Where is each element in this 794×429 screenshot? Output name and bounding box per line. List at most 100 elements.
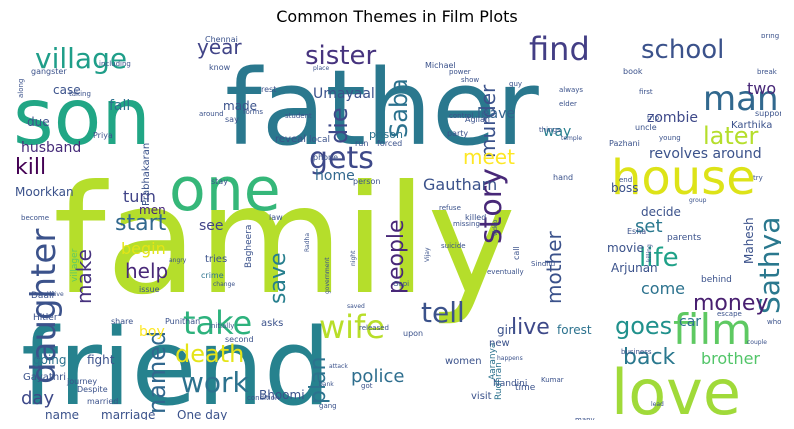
word-village: village: [35, 42, 127, 75]
word-around: around: [199, 110, 224, 118]
word-police: police: [351, 366, 404, 387]
word-elder: elder: [559, 100, 577, 108]
word-mahesh: Mahesh: [742, 217, 756, 264]
word-chennai: Chennai: [205, 35, 238, 44]
word-know: know: [209, 63, 231, 72]
word-leave: leave: [477, 106, 515, 122]
word-daughter: daughter: [24, 229, 64, 384]
word-forced: forced: [377, 139, 402, 148]
word-second: second: [225, 335, 254, 344]
word-killing: killing: [646, 244, 653, 262]
word-become: become: [21, 214, 49, 222]
word-one-day: One day: [177, 408, 227, 420]
word-try: try: [753, 174, 763, 182]
word-upon: upon: [403, 329, 423, 338]
word-say: say: [225, 115, 239, 124]
word-back: back: [623, 345, 676, 370]
word-radha: Radha: [304, 233, 311, 252]
word-young: young: [659, 134, 681, 142]
word-party: party: [447, 129, 468, 138]
word-angry: angry: [169, 257, 187, 264]
word-sindhu: Sindhu: [531, 260, 555, 268]
word-year: year: [197, 35, 242, 59]
word-place: place: [313, 65, 329, 72]
word-prabhakaran: Prabhakaran: [141, 143, 152, 206]
word-take: take: [183, 304, 252, 342]
word-lead: lead: [651, 401, 664, 408]
cloud-background: [13, 34, 781, 420]
word-law: law: [269, 213, 283, 222]
word-way: way: [543, 124, 571, 140]
word-gets: gets: [309, 141, 374, 176]
word-asks: asks: [261, 318, 283, 329]
word-attack: attack: [329, 363, 348, 370]
word-phone: phone: [313, 153, 338, 162]
word-family: family: [53, 154, 516, 328]
word-house: house: [611, 150, 756, 206]
word-trip: trip: [647, 114, 660, 122]
word-issue: issue: [139, 285, 160, 294]
word-initially: initially: [209, 322, 234, 330]
word-brother: brother: [701, 349, 760, 368]
word-fight: fight: [87, 353, 115, 367]
word-later: later: [703, 122, 759, 150]
word-day: day: [21, 388, 54, 409]
word-daali: Daali: [31, 291, 54, 301]
word-due: due: [27, 115, 50, 129]
word-karthika: Karthika: [731, 120, 772, 131]
word-book: book: [623, 67, 643, 76]
word-end: end: [619, 176, 632, 184]
word-whose: whose: [767, 318, 781, 326]
word-condition: condition: [247, 394, 279, 402]
word-murder: murder: [476, 84, 500, 158]
word-control: control: [449, 112, 473, 120]
word-turn: turn: [123, 187, 156, 206]
word-fall: fall: [109, 98, 130, 114]
word-work: work: [181, 366, 250, 399]
word-live: live: [511, 315, 550, 340]
word-villager: villager: [70, 248, 80, 282]
word-happens: happens: [497, 355, 523, 362]
word-stay: stay: [211, 177, 228, 186]
word-save: save: [266, 253, 291, 305]
word-saved: saved: [347, 303, 365, 310]
word-story: story: [474, 168, 509, 244]
word-share: share: [111, 317, 133, 326]
word-new: new: [489, 338, 510, 349]
word-boy: boy: [139, 324, 165, 340]
word-sathya: Sathya: [753, 217, 781, 314]
word-death: death: [175, 340, 244, 368]
word-forms: forms: [243, 108, 263, 116]
word-find: find: [529, 34, 590, 68]
word-help: help: [125, 259, 168, 283]
word-bank: bank: [319, 381, 334, 388]
word-going: going: [33, 353, 67, 367]
word-nandini: Nandini: [493, 379, 527, 389]
word-goes: goes: [615, 312, 672, 340]
word-meet: meet: [463, 145, 515, 169]
word-see: see: [199, 218, 224, 234]
word-night: night: [350, 250, 357, 266]
word-journey: journey: [66, 377, 97, 386]
word-case: case: [53, 83, 81, 97]
word-revolves-around: revolves around: [649, 146, 762, 162]
word-aaranya: Aaranya: [488, 343, 498, 380]
word-missing: missing: [453, 220, 480, 228]
word-pazhani: Pazhani: [609, 139, 640, 148]
word-change: change: [213, 281, 235, 288]
word-rest: rest: [261, 85, 276, 94]
word-eventually: eventually: [487, 268, 524, 276]
word-decide: decide: [641, 205, 681, 219]
word-boss: boss: [611, 181, 638, 195]
word-escape: escape: [717, 310, 742, 318]
word-umayaal: Umayaal: [313, 86, 375, 102]
word-always: always: [559, 86, 583, 94]
word-bagheera: Bagheera: [244, 225, 254, 268]
word-support: support: [755, 109, 781, 118]
word-named: named: [143, 331, 171, 414]
word-uncle: uncle: [635, 123, 657, 132]
word-forest: forest: [557, 323, 592, 337]
word-call: call: [512, 246, 521, 260]
word-relative: relative: [41, 291, 64, 298]
